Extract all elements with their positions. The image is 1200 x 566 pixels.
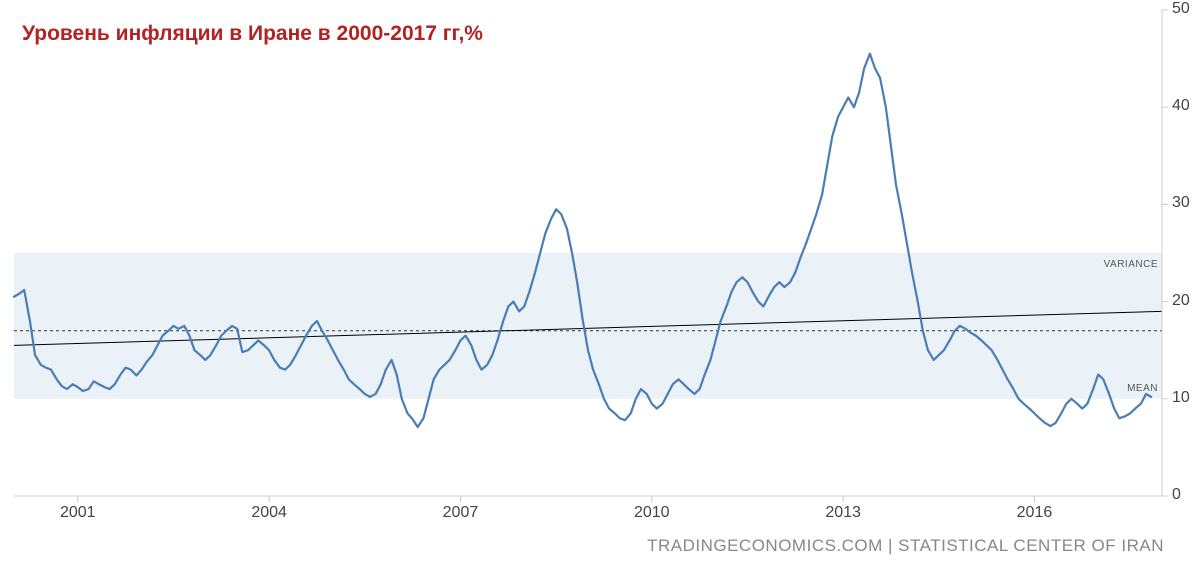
y-tick-label: 20 (1172, 292, 1190, 310)
chart-svg (0, 0, 1200, 566)
x-tick-label: 2010 (634, 504, 670, 522)
mean-label: MEAN (1127, 383, 1158, 394)
y-tick-label: 30 (1172, 194, 1190, 212)
y-tick-label: 40 (1172, 97, 1190, 115)
chart-title: Уровень инфляции в Иране в 2000-2017 гг,… (22, 22, 483, 46)
attribution-text: TRADINGECONOMICS.COM | STATISTICAL CENTE… (647, 536, 1164, 556)
variance-band (14, 253, 1162, 399)
y-tick-label: 50 (1172, 0, 1190, 18)
y-tick-label: 0 (1172, 486, 1181, 504)
x-tick-label: 2013 (825, 504, 861, 522)
x-tick-label: 2016 (1017, 504, 1053, 522)
variance-label: VARIANCE (1104, 259, 1158, 270)
y-tick-label: 10 (1172, 389, 1190, 407)
x-tick-label: 2004 (251, 504, 287, 522)
x-tick-label: 2001 (60, 504, 96, 522)
chart-container: Уровень инфляции в Иране в 2000-2017 гг,… (0, 0, 1200, 566)
x-tick-label: 2007 (443, 504, 479, 522)
